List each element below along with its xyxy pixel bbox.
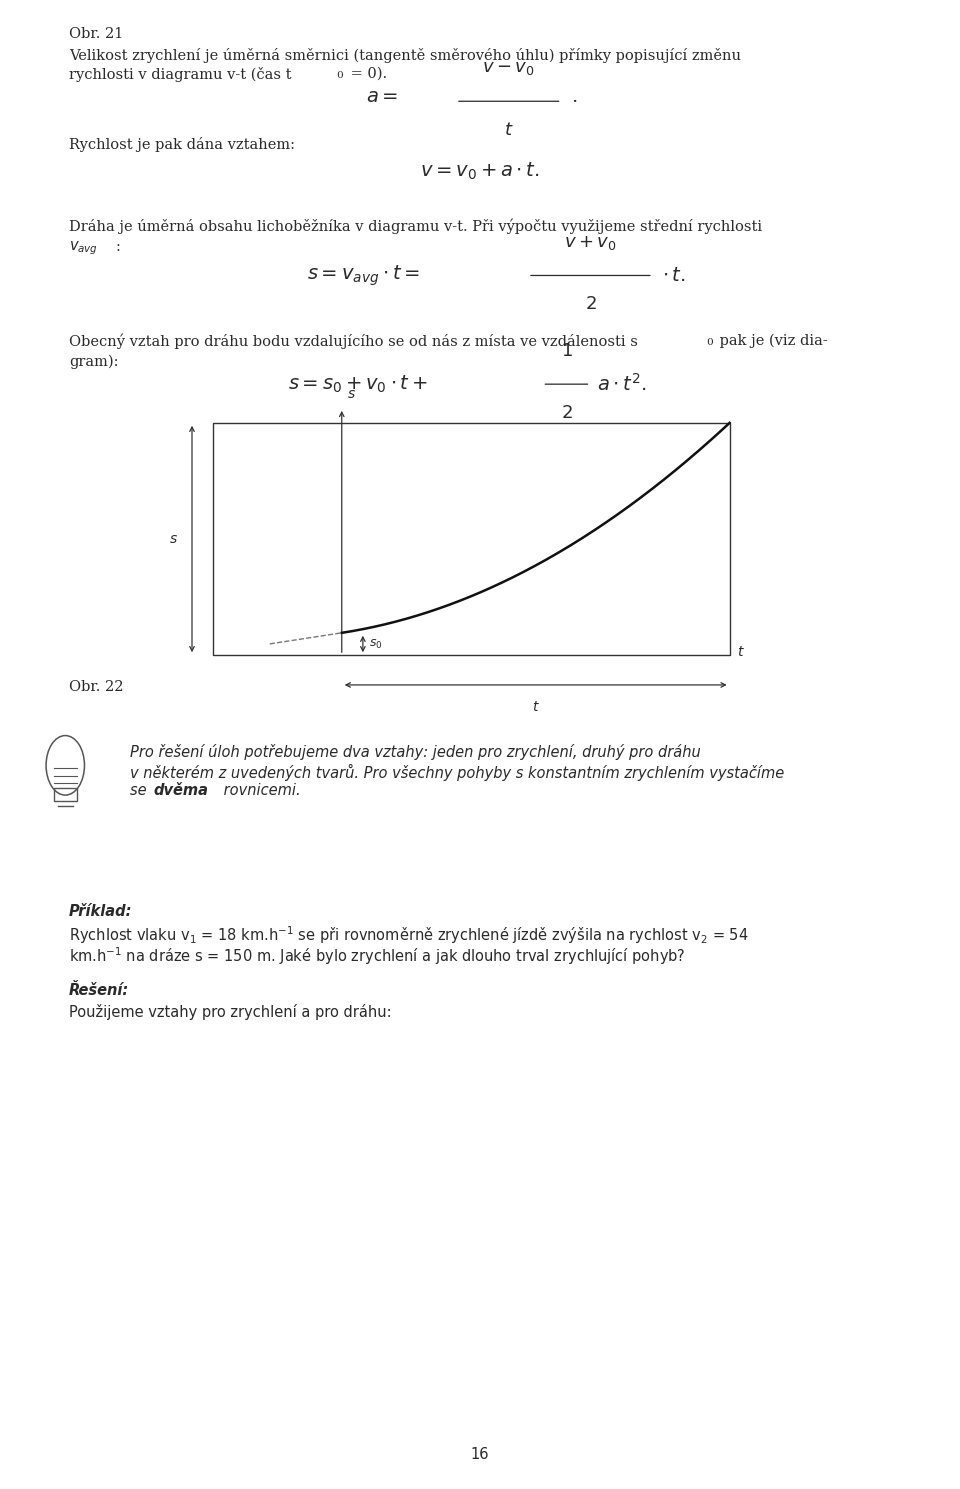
Text: = 0).: = 0). xyxy=(346,67,387,80)
Text: Pro řešení úloh potřebujeme dva vztahy: jeden pro zrychlení, druhý pro dráhu: Pro řešení úloh potřebujeme dva vztahy: … xyxy=(130,744,701,761)
Text: $s = s_0 + v_0 \cdot t +$: $s = s_0 + v_0 \cdot t +$ xyxy=(288,374,428,395)
Text: $2$: $2$ xyxy=(561,404,572,421)
Text: :: : xyxy=(115,240,120,253)
Text: $1$: $1$ xyxy=(561,342,572,360)
Text: Obecný vztah pro dráhu bodu vzdalujícího se od nás z místa ve vzdálenosti s: Obecný vztah pro dráhu bodu vzdalujícího… xyxy=(69,334,638,348)
Text: gram):: gram): xyxy=(69,354,119,369)
Text: $a =$: $a =$ xyxy=(367,88,398,106)
Text: $2$: $2$ xyxy=(585,295,596,313)
Text: $t$: $t$ xyxy=(504,121,514,138)
Text: $s = v_{avg} \cdot t =$: $s = v_{avg} \cdot t =$ xyxy=(307,264,420,287)
Text: se: se xyxy=(130,783,151,798)
Text: $a \cdot t^2.$: $a \cdot t^2.$ xyxy=(597,374,647,395)
Text: Obr. 22: Obr. 22 xyxy=(69,680,124,694)
Text: .: . xyxy=(571,88,578,106)
Text: Dráha je úměrná obsahu lichoběžníka v diagramu v-t. Při výpočtu využijeme středn: Dráha je úměrná obsahu lichoběžníka v di… xyxy=(69,219,762,234)
Text: km.h$^{-1}$ na dráze s = 150 m. Jaké bylo zrychlení a jak dlouho trval zrychlují: km.h$^{-1}$ na dráze s = 150 m. Jaké byl… xyxy=(69,946,685,968)
Text: Použijeme vztahy pro zrychlení a pro dráhu:: Použijeme vztahy pro zrychlení a pro drá… xyxy=(69,1004,392,1020)
Text: Velikost zrychlení je úměrná směrnici (tangentě směrového úhlu) přímky popisujíc: Velikost zrychlení je úměrná směrnici (t… xyxy=(69,48,741,63)
Text: 16: 16 xyxy=(470,1447,490,1462)
Text: 0: 0 xyxy=(336,71,343,80)
Text: $t$: $t$ xyxy=(737,645,745,660)
Text: Obr. 21: Obr. 21 xyxy=(69,27,124,40)
Text: $v_{avg}$: $v_{avg}$ xyxy=(69,240,98,258)
Text: $s$: $s$ xyxy=(347,387,355,401)
Text: pak je (viz dia-: pak je (viz dia- xyxy=(715,334,828,348)
Text: $v + v_0$: $v + v_0$ xyxy=(564,234,616,252)
Text: Řešení:: Řešení: xyxy=(69,983,130,998)
Text: v některém z uvedených tvarů. Pro všechny pohyby s konstantním zrychlením vystač: v některém z uvedených tvarů. Pro všechn… xyxy=(130,764,784,780)
Text: $\cdot\, t.$: $\cdot\, t.$ xyxy=(662,267,685,284)
Text: $t$: $t$ xyxy=(532,700,540,713)
Text: rychlosti v diagramu v-t (čas t: rychlosti v diagramu v-t (čas t xyxy=(69,67,292,82)
Text: rovnicemi.: rovnicemi. xyxy=(219,783,300,798)
Text: $v = v_0 + a \cdot t.$: $v = v_0 + a \cdot t.$ xyxy=(420,161,540,182)
Text: dvěma: dvěma xyxy=(154,783,208,798)
Text: Rychlost vlaku v$_1$ = 18 km.h$^{-1}$ se při rovnoměrně zrychlené jízdě zvýšila : Rychlost vlaku v$_1$ = 18 km.h$^{-1}$ se… xyxy=(69,925,749,947)
Text: $s_0$: $s_0$ xyxy=(369,637,382,651)
Text: $v - v_0$: $v - v_0$ xyxy=(483,60,535,77)
Text: Příklad:: Příklad: xyxy=(69,904,132,919)
Text: 0: 0 xyxy=(707,338,713,347)
Text: $s$: $s$ xyxy=(169,532,178,546)
Text: Rychlost je pak dána vztahem:: Rychlost je pak dána vztahem: xyxy=(69,137,295,152)
